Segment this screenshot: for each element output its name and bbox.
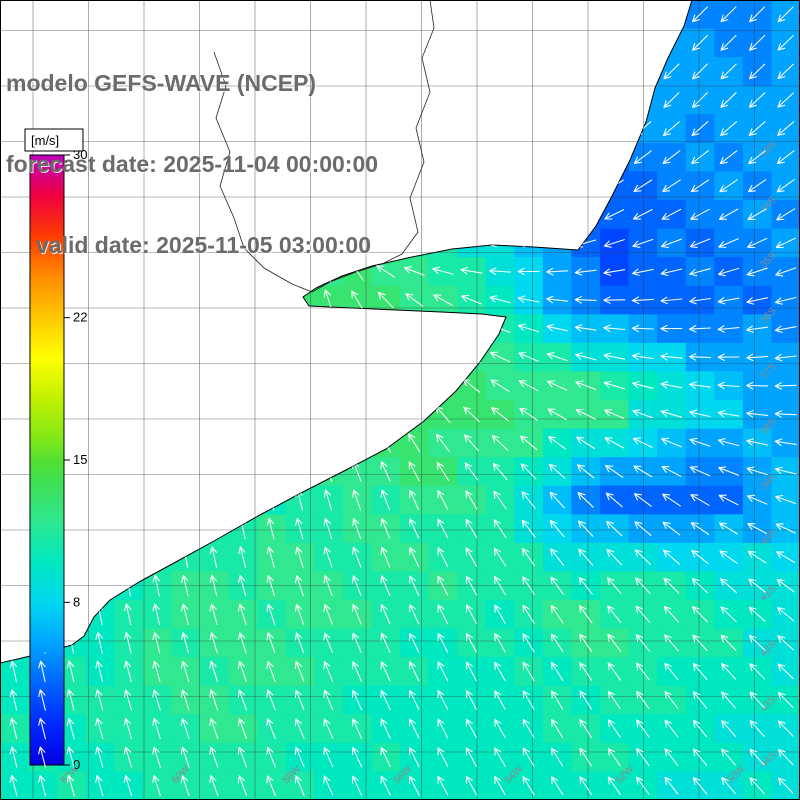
header: modelo GEFS-WAVE (NCEP) forecast date: 2… (6, 16, 378, 313)
colorbar-tick-label: 15 (73, 452, 87, 467)
colorbar-tick-label: 8 (73, 594, 80, 609)
colorbar-gradient (29, 154, 65, 766)
river (311, 0, 435, 293)
colorbar-unit-box (24, 128, 84, 152)
river (213, 51, 313, 293)
model-title: modelo GEFS-WAVE (NCEP) (6, 70, 317, 96)
colorbar-tick-label: 0 (73, 757, 80, 772)
forecast-date: forecast date: 2025-11-04 00:00:00 (6, 151, 379, 177)
landmass (0, 0, 693, 664)
valid-date: valid date: 2025-11-05 03:00:00 (36, 232, 371, 258)
colorbar-tick-label: 22 (73, 310, 87, 325)
colorbar-unit: [m/s] (31, 133, 59, 148)
